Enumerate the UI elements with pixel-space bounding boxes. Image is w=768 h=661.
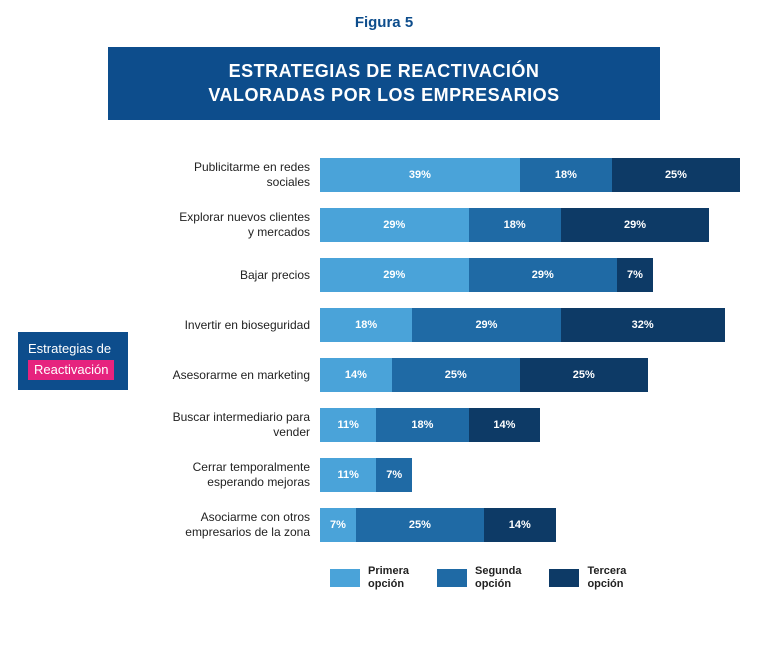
chart-row: Bajar precios29%29%7%: [170, 250, 750, 300]
legend-label-line1: Tercera: [587, 565, 626, 577]
bar-track: 14%25%25%: [320, 358, 740, 392]
legend-label: Terceraopción: [587, 565, 626, 591]
chart-row: Cerrar temporalmente esperando mejoras11…: [170, 450, 750, 500]
chart-row: Publicitarme en redes sociales39%18%25%: [170, 150, 750, 200]
bar-segment: 18%: [320, 308, 412, 342]
bar-segment: 18%: [469, 208, 561, 242]
chart-row: Buscar intermediario para vender11%18%14…: [170, 400, 750, 450]
legend-label-line1: Primera: [368, 565, 409, 577]
row-label: Publicitarme en redes sociales: [170, 160, 320, 190]
legend-label: Segundaopción: [475, 565, 521, 591]
legend-label-line2: opción: [587, 578, 623, 590]
bar-segment: 29%: [561, 208, 710, 242]
bar-segment: 25%: [392, 358, 520, 392]
side-category-tag: Estrategias de Reactivación: [18, 332, 128, 390]
bar-segment: 18%: [520, 158, 612, 192]
chart-title-banner: ESTRATEGIAS DE REACTIVACIÓN VALORADAS PO…: [108, 47, 660, 120]
stacked-bar-chart: Publicitarme en redes sociales39%18%25%E…: [170, 150, 750, 550]
bar-segment: 32%: [561, 308, 725, 342]
bar-segment: 14%: [469, 408, 541, 442]
bar-segment: 7%: [320, 508, 356, 542]
row-label: Cerrar temporalmente esperando mejoras: [170, 460, 320, 490]
bar-track: 29%18%29%: [320, 208, 740, 242]
bar-segment: 29%: [320, 208, 469, 242]
chart-legend: PrimeraopciónSegundaopciónTerceraopción: [330, 565, 626, 591]
legend-label-line1: Segunda: [475, 565, 521, 577]
chart-row: Explorar nuevos clientes y mercados29%18…: [170, 200, 750, 250]
bar-segment: 25%: [356, 508, 484, 542]
legend-item: Terceraopción: [549, 565, 626, 591]
bar-track: 39%18%25%: [320, 158, 740, 192]
row-label: Asesorarme en marketing: [170, 368, 320, 383]
bar-track: 7%25%14%: [320, 508, 740, 542]
bar-segment: 14%: [320, 358, 392, 392]
bar-segment: 11%: [320, 408, 376, 442]
row-label: Invertir en bioseguridad: [170, 318, 320, 333]
bar-segment: 11%: [320, 458, 376, 492]
bar-track: 11%7%: [320, 458, 740, 492]
side-tag-highlight: Reactivación: [28, 360, 114, 381]
row-label: Asociarme con otros empresarios de la zo…: [170, 510, 320, 540]
title-line-1: ESTRATEGIAS DE REACTIVACIÓN: [118, 59, 650, 83]
bar-track: 11%18%14%: [320, 408, 740, 442]
legend-label-line2: opción: [368, 578, 404, 590]
bar-segment: 14%: [484, 508, 556, 542]
legend-item: Primeraopción: [330, 565, 409, 591]
bar-track: 18%29%32%: [320, 308, 740, 342]
bar-segment: 7%: [617, 258, 653, 292]
row-label: Explorar nuevos clientes y mercados: [170, 210, 320, 240]
chart-row: Invertir en bioseguridad18%29%32%: [170, 300, 750, 350]
bar-segment: 29%: [469, 258, 618, 292]
chart-row: Asociarme con otros empresarios de la zo…: [170, 500, 750, 550]
legend-swatch: [549, 569, 579, 587]
title-line-2: VALORADAS POR LOS EMPRESARIOS: [118, 83, 650, 107]
figure-caption: Figura 5: [0, 0, 768, 31]
bar-segment: 25%: [612, 158, 740, 192]
legend-label: Primeraopción: [368, 565, 409, 591]
bar-segment: 39%: [320, 158, 520, 192]
legend-swatch: [437, 569, 467, 587]
side-tag-line1: Estrategias de: [28, 340, 114, 358]
row-label: Bajar precios: [170, 268, 320, 283]
bar-segment: 18%: [376, 408, 468, 442]
legend-item: Segundaopción: [437, 565, 521, 591]
row-label: Buscar intermediario para vender: [170, 410, 320, 440]
legend-label-line2: opción: [475, 578, 511, 590]
bar-segment: 7%: [376, 458, 412, 492]
bar-segment: 29%: [412, 308, 561, 342]
bar-segment: 25%: [520, 358, 648, 392]
chart-row: Asesorarme en marketing14%25%25%: [170, 350, 750, 400]
legend-swatch: [330, 569, 360, 587]
bar-track: 29%29%7%: [320, 258, 740, 292]
bar-segment: 29%: [320, 258, 469, 292]
